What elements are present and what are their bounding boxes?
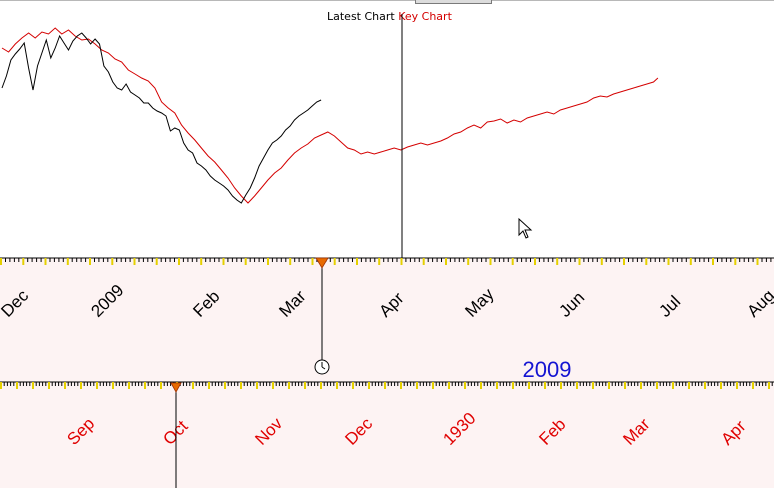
lower-axis-ticks — [0, 382, 773, 389]
latest-chart-series-line — [1, 32, 322, 204]
latest-chart-label: Latest Chart — [327, 10, 395, 23]
key-chart-label: Key Chart — [398, 10, 452, 23]
mouse-pointer-icon — [518, 217, 533, 239]
key-chart-series-line — [1, 27, 659, 204]
clock-icon[interactable] — [314, 359, 330, 375]
upper-axis-ticks — [0, 258, 772, 265]
horizontal-scroll-thumb[interactable] — [415, 0, 492, 4]
lower-axis-band — [0, 382, 774, 488]
lower-anchor-marker[interactable] — [170, 382, 182, 393]
chart-title: Latest Chart Key Chart — [327, 10, 452, 23]
upper-anchor-marker[interactable] — [315, 257, 329, 269]
window-top-edge — [0, 0, 774, 1]
upper-axis-band — [0, 258, 774, 382]
year-label: 2009 — [523, 357, 572, 382]
